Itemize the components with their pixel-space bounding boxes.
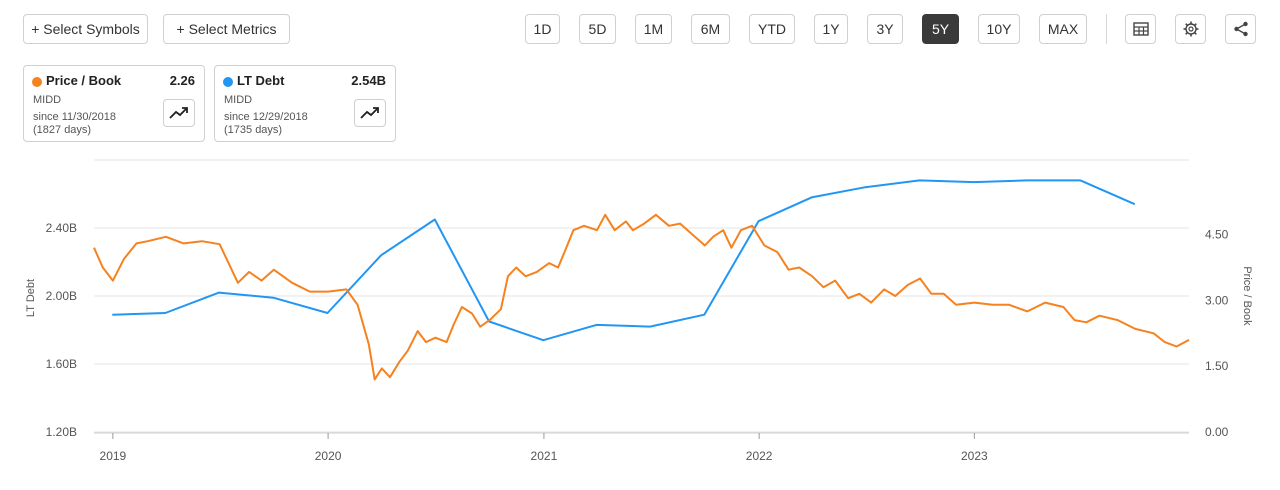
left-tick-label: 2.40B <box>46 221 77 235</box>
table-icon <box>1132 22 1149 36</box>
x-tick-label: 2021 <box>531 449 558 463</box>
trend-button[interactable] <box>163 99 195 127</box>
x-tick-label: 2019 <box>100 449 127 463</box>
settings-button[interactable] <box>1175 14 1206 44</box>
select-metrics-button[interactable]: + Select Metrics <box>163 14 290 44</box>
range-5y-button[interactable]: 5Y <box>922 14 959 44</box>
metric-days: (1735 days) <box>224 124 283 136</box>
range-6m-button[interactable]: 6M <box>691 14 730 44</box>
left-tick-label: 1.20B <box>46 425 77 439</box>
range-1y-button[interactable]: 1Y <box>814 14 848 44</box>
x-tick-label: 2020 <box>315 449 342 463</box>
select-symbols-button[interactable]: + Select Symbols <box>23 14 148 44</box>
right-tick-label: 1.50 <box>1205 359 1229 373</box>
metric-value: 2.54B <box>351 73 386 88</box>
x-tick-label: 2023 <box>961 449 988 463</box>
metric-card-price-book[interactable]: Price / Book 2.26 MIDD since 11/30/2018 … <box>23 65 205 142</box>
share-icon <box>1233 21 1248 37</box>
series-line-price-book <box>93 213 1190 381</box>
range-10y-button[interactable]: 10Y <box>978 14 1020 44</box>
metric-since: since 11/30/2018 <box>33 111 116 123</box>
trend-up-icon <box>360 107 379 119</box>
metric-value: 2.26 <box>169 73 195 88</box>
trend-button[interactable] <box>354 99 386 127</box>
right-axis: 0.00 1.50 3.00 4.50 <box>1205 228 1229 439</box>
metric-symbol: MIDD <box>33 94 62 106</box>
range-ytd-button[interactable]: YTD <box>749 14 795 44</box>
left-axis-label: LT Debt <box>25 279 37 317</box>
range-1d-button[interactable]: 1D <box>525 14 560 44</box>
metric-symbol: MIDD <box>224 94 253 106</box>
left-axis: 1.20B 1.60B 2.00B 2.40B <box>46 221 77 439</box>
toolbar-divider <box>1106 14 1107 44</box>
right-axis-label: Price / Book <box>1241 266 1253 326</box>
share-button[interactable] <box>1225 14 1256 44</box>
series-color-dot <box>32 77 42 87</box>
right-tick-label: 0.00 <box>1205 425 1229 439</box>
metric-card-lt-debt[interactable]: LT Debt 2.54B MIDD since 12/29/2018 (173… <box>214 65 396 142</box>
left-tick-label: 2.00B <box>46 289 77 303</box>
right-tick-label: 4.50 <box>1205 228 1229 242</box>
trend-up-icon <box>169 107 188 119</box>
range-3y-button[interactable]: 3Y <box>867 14 903 44</box>
left-tick-label: 1.60B <box>46 357 77 371</box>
metric-days: (1827 days) <box>33 124 92 136</box>
chart-grid <box>94 159 1189 433</box>
x-axis: 2019 2020 2021 2022 2023 <box>94 432 1189 463</box>
series-line-lt-debt <box>112 179 1136 342</box>
x-tick-label: 2022 <box>746 449 773 463</box>
right-tick-label: 3.00 <box>1205 293 1229 307</box>
series-color-dot <box>223 77 233 87</box>
metric-name: Price / Book <box>46 73 122 88</box>
range-1m-button[interactable]: 1M <box>635 14 672 44</box>
metric-since: since 12/29/2018 <box>224 111 308 123</box>
chart-series <box>93 179 1190 381</box>
range-5d-button[interactable]: 5D <box>579 14 616 44</box>
table-view-button[interactable] <box>1125 14 1156 44</box>
range-max-button[interactable]: MAX <box>1039 14 1087 44</box>
gear-icon <box>1183 21 1198 37</box>
metric-name: LT Debt <box>237 73 285 88</box>
